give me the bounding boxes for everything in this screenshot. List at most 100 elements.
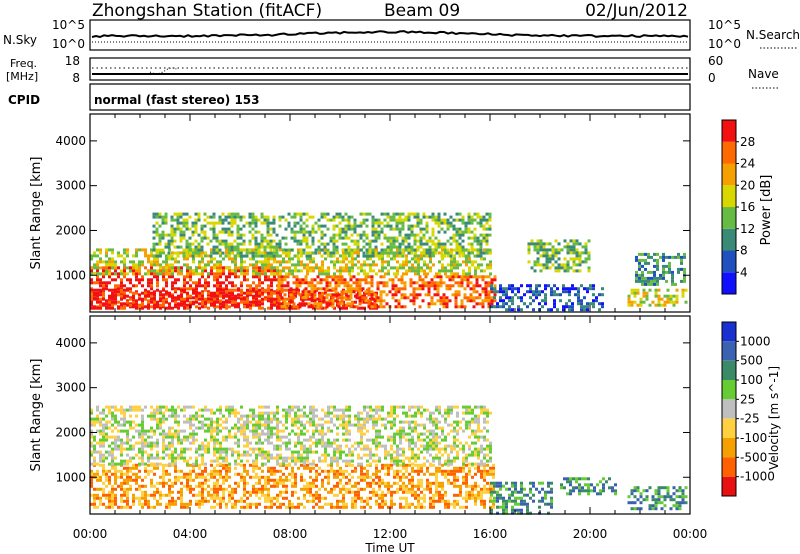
velocity-echo-cell: [390, 505, 393, 509]
velocity-echo-cell: [420, 466, 423, 470]
power-echo-cell: [358, 302, 362, 306]
power-echo-cell: [289, 305, 293, 309]
power-echo-cell: [452, 233, 456, 237]
power-echo-cell: [348, 269, 351, 273]
velocity-echo-cell: [426, 466, 429, 470]
power-echo-cell: [261, 263, 264, 267]
power-echo-cell: [243, 272, 246, 276]
power-echo-cell: [453, 254, 456, 258]
power-echo-cell: [344, 236, 348, 240]
power-echo-cell: [90, 257, 93, 261]
power-echo-cell: [304, 278, 308, 282]
velocity-echo-cell: [393, 469, 396, 473]
velocity-echo-cell: [96, 417, 99, 421]
power-echo-cell: [435, 272, 438, 276]
velocity-echo-cell: [348, 481, 351, 485]
power-echo-cell: [662, 276, 665, 280]
power-echo-cell: [161, 215, 165, 219]
power-echo-cell: [210, 248, 213, 252]
power-echo-cell: [404, 236, 408, 240]
velocity-echo-cell: [399, 496, 402, 500]
power-echo-cell: [404, 239, 408, 243]
velocity-echo-cell: [384, 463, 387, 467]
power-echo-cell: [666, 300, 670, 304]
power-echo-cell: [533, 263, 537, 267]
velocity-echo-cell: [483, 490, 486, 494]
velocity-echo-cell: [189, 426, 192, 430]
power-echo-cell: [263, 239, 267, 243]
velocity-echo-cell: [429, 496, 432, 500]
power-echo-cell: [93, 297, 96, 301]
power-echo-cell: [321, 266, 324, 270]
velocity-echo-cell: [168, 429, 171, 433]
power-echo-cell: [237, 288, 240, 292]
power-echo-cell: [105, 260, 108, 264]
power-echo-cell: [352, 275, 356, 279]
velocity-echo-cell: [234, 487, 237, 491]
power-echo-cell: [150, 272, 153, 276]
power-echo-cell: [279, 272, 282, 276]
power-echo-cell: [412, 290, 416, 294]
power-echo-cell: [307, 284, 311, 288]
power-echo-cell: [644, 252, 647, 256]
velocity-echo-cell: [339, 478, 342, 482]
velocity-echo-cell: [267, 493, 270, 497]
power-echo-cell: [472, 296, 476, 300]
power-echo-cell: [315, 263, 318, 267]
velocity-echo-cell: [186, 405, 189, 409]
velocity-echo-cell: [186, 487, 189, 491]
velocity-echo-cell: [387, 484, 390, 488]
power-echo-cell: [422, 251, 426, 255]
power-echo-cell: [466, 299, 470, 303]
velocity-echo-cell: [159, 462, 162, 466]
power-echo-cell: [90, 278, 93, 282]
power-echo-cell: [669, 297, 673, 301]
power-echo-cell: [413, 242, 417, 246]
velocity-echo-cell: [492, 472, 495, 476]
power-echo-cell: [213, 303, 216, 307]
velocity-echo-cell: [183, 447, 186, 451]
power-echo-cell: [642, 294, 646, 298]
power-echo-cell: [233, 245, 237, 249]
power-echo-cell: [563, 266, 567, 270]
velocity-echo-cell: [378, 502, 381, 506]
power-echo-cell: [310, 305, 314, 309]
power-echo-cell: [270, 303, 273, 307]
power-echo-field: [90, 212, 688, 312]
velocity-echo-cell: [339, 481, 342, 485]
power-echo-cell: [380, 242, 384, 246]
velocity-echo-cell: [111, 459, 114, 463]
station-title: Zhongshan Station (fitACF): [92, 1, 322, 21]
power-echo-cell: [216, 263, 219, 267]
velocity-echo-cell: [375, 502, 378, 506]
power-echo-cell: [129, 278, 132, 282]
power-echo-cell: [340, 302, 344, 306]
power-echo-cell: [321, 260, 324, 264]
power-echo-cell: [249, 300, 252, 304]
power-echo-cell: [425, 221, 429, 225]
velocity-echo-cell: [177, 429, 180, 433]
power-echo-cell: [544, 284, 547, 288]
velocity-echo-cell: [333, 475, 336, 479]
velocity-echo-cell: [168, 432, 171, 436]
velocity-echo-cell: [99, 432, 102, 436]
power-echo-cell: [636, 303, 640, 307]
power-echo-cell: [248, 224, 252, 228]
power-echo-cell: [366, 263, 369, 267]
power-echo-cell: [126, 248, 129, 252]
power-echo-cell: [533, 248, 537, 252]
power-echo-cell: [203, 233, 207, 237]
power-echo-cell: [224, 242, 228, 246]
power-echo-cell: [195, 269, 198, 273]
power-colorbar-segment: [722, 185, 736, 208]
power-echo-cell: [239, 218, 243, 222]
power-echo-cell: [141, 260, 144, 264]
power-echo-cell: [370, 296, 374, 300]
power-echo-cell: [467, 236, 471, 240]
power-echo-cell: [93, 281, 96, 285]
power-echo-cell: [210, 260, 213, 264]
power-echo-cell: [326, 251, 330, 255]
power-echo-cell: [147, 281, 150, 285]
power-echo-cell: [668, 267, 671, 271]
power-echo-cell: [328, 284, 332, 288]
